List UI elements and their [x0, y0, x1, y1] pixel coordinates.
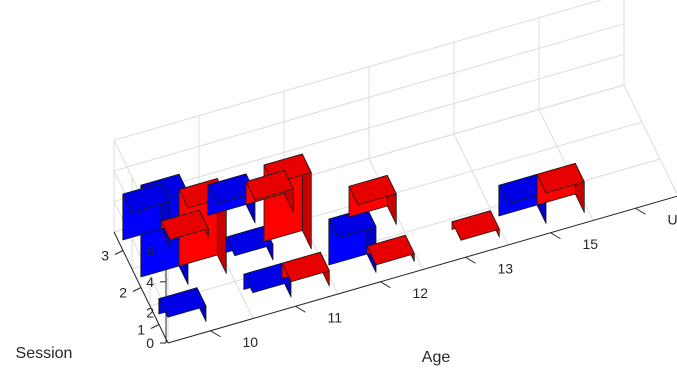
x-axis-label: Age [422, 349, 451, 366]
x-tick [635, 207, 646, 215]
bar-layer [122, 153, 585, 322]
x-tick-label: 12 [413, 285, 429, 301]
x-tick [550, 232, 561, 240]
z-tick-label: 2 [146, 304, 154, 320]
bar-top-face [536, 162, 585, 194]
z-tick-label: 0 [146, 335, 154, 351]
grid-line [453, 133, 509, 246]
bar-top-face [348, 174, 397, 206]
bar-top-face [281, 251, 330, 283]
y-tick [132, 287, 142, 292]
bar-top-face [366, 234, 415, 266]
y-tick [150, 324, 160, 329]
bar-age-12-session-2-series-2 [348, 174, 397, 225]
y-tick [114, 250, 124, 255]
x-tick-label: 13 [498, 260, 514, 276]
x-axis-line [167, 195, 677, 344]
y-tick-label: 3 [101, 248, 109, 264]
y-axis-label: Session [16, 345, 73, 362]
bar-age-12-session-1-series-2 [366, 234, 415, 266]
x-tick-label: 11 [328, 309, 343, 325]
bar-age-12-session-1-series-1 [328, 207, 377, 273]
x-tick [295, 305, 306, 313]
grid-line [538, 109, 594, 221]
z-tick-label: 6 [146, 243, 154, 259]
z-tick-label: 4 [146, 274, 154, 290]
grid-line [623, 84, 677, 196]
bar-age-15-session-1-series-2 [536, 162, 585, 213]
bar-top-face [158, 287, 207, 318]
bar-top-face [245, 170, 294, 201]
x-tick [465, 256, 476, 264]
bar-age-13-session-1-series-2 [451, 210, 500, 241]
bar-age-10-session-1-series-1 [158, 287, 207, 322]
bar-top-face [160, 209, 209, 241]
x-tick-label: 15 [583, 236, 599, 252]
bar-top-face [225, 225, 274, 257]
x-tick-label: 10 [243, 334, 259, 350]
bar-top-face [122, 182, 171, 214]
bar-age-11-session-2-series-2 [263, 153, 312, 250]
bar-age-11-session-1-series-2 [281, 251, 330, 287]
bar-age-10-session-3-series-2 [160, 209, 209, 241]
bar-age-10-session-3-series-1 [122, 182, 171, 248]
x-tick [210, 330, 221, 338]
y-tick-label: 2 [119, 285, 127, 301]
y-tick-label: 1 [137, 322, 145, 338]
x-tick-label: Unspecified [668, 211, 677, 227]
label-layer: Age Session 02461231011121315Unspecified [16, 211, 677, 366]
bar-top-face [451, 210, 500, 241]
x-tick [380, 281, 391, 289]
bar-age-11-session-3-series-2 [245, 170, 294, 213]
